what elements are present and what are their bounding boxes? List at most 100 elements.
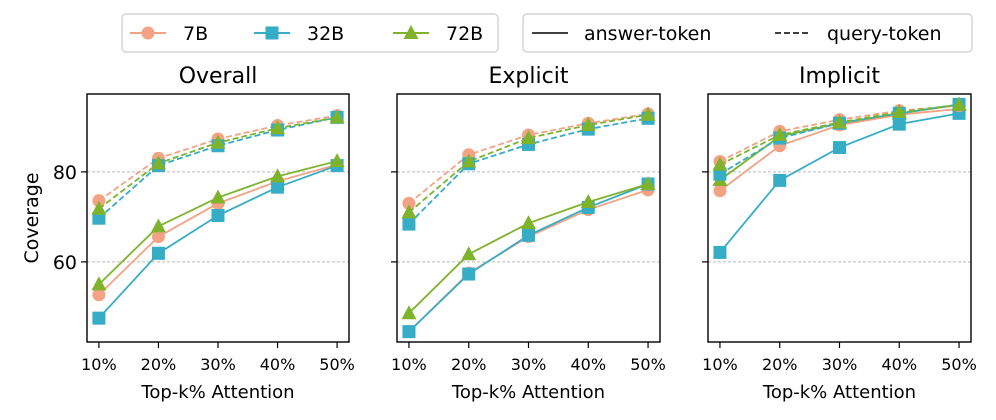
data-point-72B-query-token <box>329 109 345 124</box>
legend-label-7B: 7B <box>183 23 208 45</box>
data-point-32B-query-token <box>402 217 416 231</box>
legend-marker-72B <box>403 25 419 39</box>
data-point-72B-query-token <box>270 120 286 135</box>
series-7B-answer-token <box>92 158 344 302</box>
legend-marker-7B <box>141 26 155 40</box>
x-tick-label: 20% <box>451 355 487 374</box>
x-tick-label: 50% <box>630 355 666 374</box>
x-tick-label: 30% <box>200 355 236 374</box>
data-point-32B-answer-token <box>833 141 846 155</box>
x-tick-label: 30% <box>511 355 547 374</box>
legend-models-frame <box>121 13 499 53</box>
legend-label-32B: 32B <box>307 23 344 45</box>
series-72B-query-token <box>712 96 967 171</box>
data-point-32B-answer-token <box>151 246 165 260</box>
series-line-32B-answer-token <box>98 164 338 319</box>
x-tick-label: 30% <box>822 355 858 374</box>
series-72B-query-token <box>91 109 345 215</box>
series-72B-query-token <box>401 106 656 219</box>
legend-styles-frame <box>522 13 973 53</box>
series-line-32B-answer-token <box>719 112 960 254</box>
data-point-32B-answer-token <box>402 325 416 339</box>
legend-models: 7B 32B 72B <box>121 13 499 53</box>
data-point-72B-query-token <box>150 155 166 170</box>
legend-label-72B: 72B <box>446 23 483 45</box>
data-point-7B-query-token <box>402 196 416 210</box>
series-line-72B-answer-token <box>98 160 338 286</box>
x-tick-label: 20% <box>141 355 177 374</box>
panel-overall: Overall 60 80 10% 20% 30% 40% 50% Top-k% Attenti… <box>21 64 355 403</box>
axes-frame <box>396 93 661 343</box>
y-tick-label: 80 <box>53 162 77 184</box>
series-line-7B-answer-token <box>408 189 649 333</box>
data-point-72B-query-token <box>772 126 788 141</box>
panels: Overall 60 80 10% 20% 30% 40% 50% Top-k% Attenti… <box>21 64 977 403</box>
data-point-72B-query-token <box>401 204 417 219</box>
series-72B-answer-token <box>401 176 656 320</box>
data-point-72B-query-token <box>91 200 107 215</box>
data-point-72B-answer-token <box>210 189 226 204</box>
data-point-72B-answer-token <box>580 194 596 209</box>
data-point-7B-answer-token <box>92 288 106 302</box>
x-axis-label: Top-k% Attention <box>451 382 605 403</box>
data-point-72B-query-token <box>832 114 847 129</box>
x-tick-label: 40% <box>881 355 917 374</box>
data-point-32B-answer-token <box>92 311 106 325</box>
data-point-32B-query-token <box>713 167 727 181</box>
data-point-72B-answer-token <box>640 176 656 191</box>
data-point-72B-query-token <box>210 134 226 149</box>
x-tick-label: 50% <box>941 355 977 374</box>
data-point-72B-query-token <box>951 96 967 111</box>
y-tick-label: 60 <box>53 252 77 274</box>
data-point-72B-answer-token <box>329 153 345 168</box>
panel-implicit: Implicit 10% 20% 30% 40% 50% Top-k% Attention <box>702 64 977 403</box>
panel-title: Implicit <box>799 64 880 89</box>
series-line-7B-query-token <box>98 114 338 202</box>
x-tick-label: 40% <box>570 355 606 374</box>
data-point-32B-answer-token <box>271 180 285 194</box>
series-line-7B-query-token <box>408 112 649 205</box>
data-point-32B-query-token <box>92 211 106 225</box>
series-7B-query-token <box>402 107 655 210</box>
series-7B-answer-token <box>402 183 655 339</box>
legend-label-query-token: query-token <box>827 23 942 45</box>
x-tick-label: 10% <box>702 355 738 374</box>
series-72B-answer-token <box>91 153 345 291</box>
data-point-7B-answer-token <box>151 230 165 244</box>
x-tick-label: 50% <box>319 355 355 374</box>
data-point-72B-answer-token <box>91 276 107 291</box>
data-point-72B-query-token <box>580 117 596 132</box>
data-point-72B-query-token <box>891 104 907 119</box>
panel-explicit: Explicit 10% 20% 30% 40% 50% Top-k% Attention <box>391 64 666 403</box>
data-point-32B-answer-token <box>713 245 727 259</box>
panel-title: Explicit <box>489 64 569 89</box>
series-line-72B-answer-token <box>408 183 649 314</box>
x-tick-label: 10% <box>81 355 117 374</box>
series-32B-answer-token <box>402 177 655 339</box>
data-point-7B-answer-token <box>713 184 727 198</box>
x-tick-label: 10% <box>391 355 427 374</box>
data-point-32B-answer-token <box>522 228 535 242</box>
data-point-32B-answer-token <box>892 117 906 131</box>
x-axis-label: Top-k% Attention <box>762 382 916 403</box>
data-point-32B-answer-token <box>462 267 476 281</box>
data-point-72B-query-token <box>712 156 728 171</box>
series-line-7B-answer-token <box>98 163 338 296</box>
data-point-72B-query-token <box>640 106 656 121</box>
data-point-72B-answer-token <box>401 305 417 320</box>
data-point-32B-answer-token <box>211 209 225 223</box>
legend-marker-32B <box>265 26 279 40</box>
x-tick-label: 40% <box>260 355 296 374</box>
axes-frame <box>707 93 972 343</box>
data-point-72B-query-token <box>521 130 536 145</box>
axes-frame <box>86 93 350 343</box>
x-axis-label: Top-k% Attention <box>140 382 294 403</box>
data-point-72B-answer-token <box>270 168 286 183</box>
series-line-32B-answer-token <box>408 183 649 333</box>
data-point-72B-query-token <box>461 153 477 168</box>
y-axis-label: Coverage <box>21 172 43 263</box>
x-tick-label: 20% <box>762 355 798 374</box>
legend-label-answer-token: answer-token <box>584 23 711 45</box>
legend-styles: answer-token query-token <box>522 13 973 53</box>
